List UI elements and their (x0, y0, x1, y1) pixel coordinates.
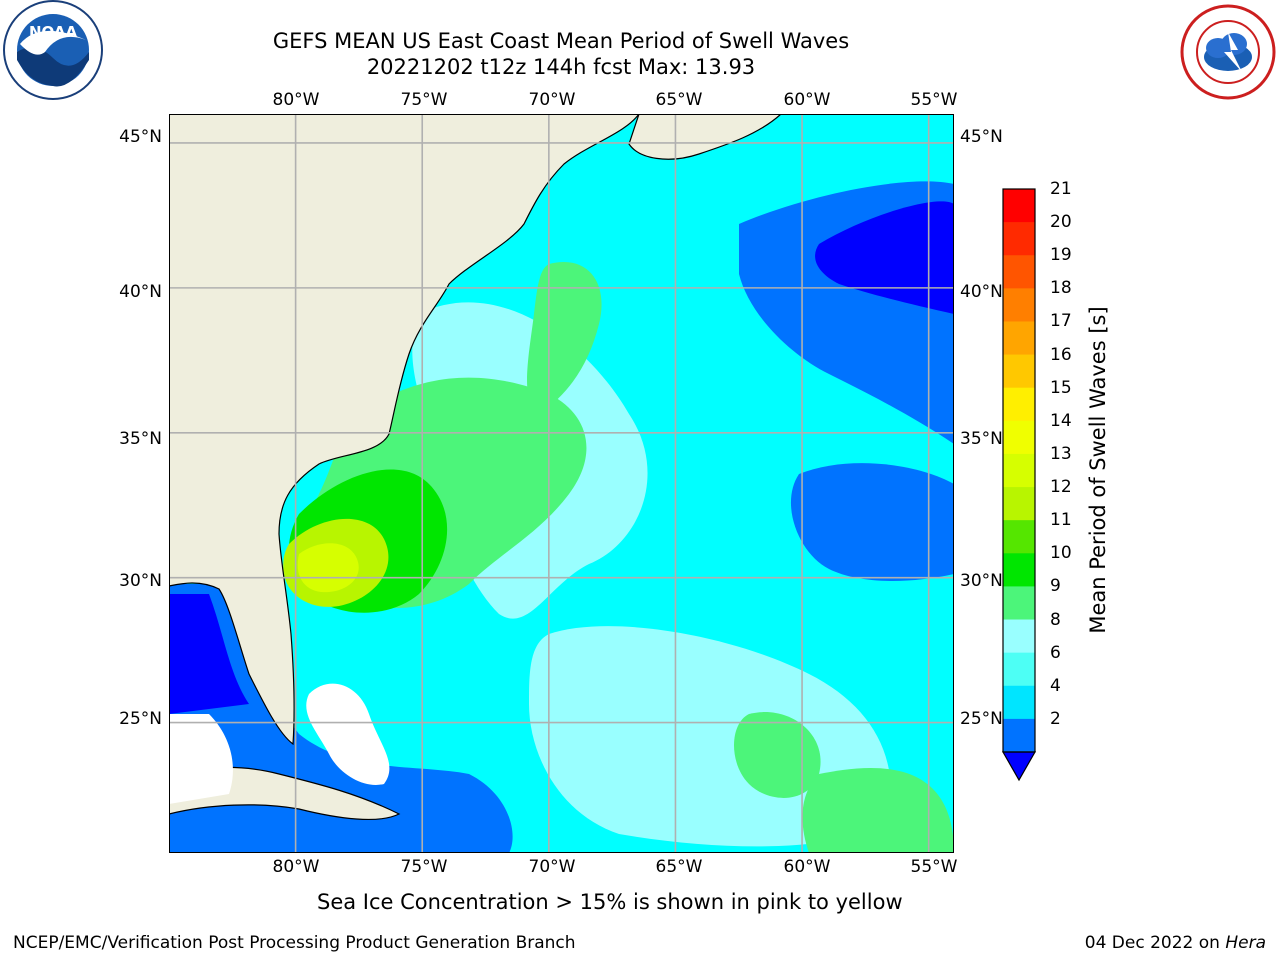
colorbar-tick-label: 6 (1050, 642, 1061, 663)
colorbar-outline (1002, 188, 1036, 753)
lat-tick-left-30n: 30°N (119, 571, 162, 591)
colorbar-block (1003, 288, 1035, 322)
colorbar-block (1003, 718, 1035, 753)
colorbar-block (1003, 354, 1035, 389)
colorbar-block (1003, 255, 1035, 289)
footer-branch: NCEP/EMC/Verification Post Processing Pr… (13, 933, 576, 953)
lon-tick-top-55w: 55°W (910, 90, 958, 110)
colorbar-tick-label: 13 (1050, 443, 1072, 464)
lat-tick-left-45n: 45°N (119, 127, 162, 147)
colorbar-block (1003, 619, 1035, 654)
lon-tick-top-70w: 70°W (528, 90, 576, 110)
masked-area-gulf (169, 714, 233, 804)
colorbar-block (1003, 420, 1035, 455)
colorbar-extend-arrow (1001, 751, 1037, 782)
sea-ice-note: Sea Ice Concentration > 15% is shown in … (317, 890, 903, 914)
chart-subtitle: 20221202 t12z 144h fcst Max: 13.93 (366, 55, 756, 79)
contour-2-gulf (169, 594, 249, 714)
graticule (169, 114, 954, 853)
lon-tick-bottom-75w: 75°W (400, 857, 448, 877)
colorbar-tick-label: 14 (1050, 410, 1072, 431)
colorbar-block (1003, 189, 1035, 223)
lon-tick-bottom-55w: 55°W (910, 857, 958, 877)
colorbar-tick-label: 20 (1050, 212, 1072, 233)
colorbar-tick-labels: 21 20 19 18 17 16 15 14 13 12 11 10 9 8 6 4 2 (1050, 179, 1090, 770)
colorbar-tick-label: 10 (1050, 543, 1072, 564)
lon-tick-top-60w: 60°W (783, 90, 831, 110)
lat-tick-right-30n: 30°N (960, 571, 1003, 591)
colorbar-block (1003, 453, 1035, 488)
lat-tick-right-25n: 25°N (960, 709, 1003, 729)
colorbar (1001, 188, 1037, 782)
colorbar-tick-label: 12 (1050, 477, 1072, 498)
lon-tick-bottom-80w: 80°W (272, 857, 320, 877)
colorbar-tick-label: 9 (1050, 576, 1061, 597)
lon-tick-top-65w: 65°W (655, 90, 703, 110)
colorbar-tick-label: 4 (1050, 675, 1061, 696)
land-nova-scotia (628, 114, 782, 160)
contour-12-13 (297, 543, 359, 593)
contour-2-ne (815, 201, 954, 314)
lon-tick-bottom-65w: 65°W (655, 857, 703, 877)
colorbar-block (1003, 222, 1035, 256)
colorbar-block (1003, 553, 1035, 587)
contour-9-10-north (527, 262, 602, 414)
footer-date: 04 Dec 2022 on Hera (1085, 933, 1266, 953)
colorbar-tick-label: 16 (1050, 344, 1072, 365)
lat-tick-right-35n: 35°N (960, 429, 1003, 449)
contour-9-10-corner (802, 767, 954, 853)
colorbar-block (1003, 321, 1035, 356)
lon-tick-bottom-60w: 60°W (783, 857, 831, 877)
masked-area (306, 683, 390, 785)
map-svg (169, 114, 954, 853)
colorbar-tick-label: 18 (1050, 278, 1072, 299)
footer-machine: Hera (1225, 933, 1266, 953)
colorbar-block (1003, 685, 1035, 720)
lat-tick-left-40n: 40°N (119, 282, 162, 302)
nws-logo-icon (1180, 4, 1276, 100)
lon-tick-bottom-70w: 70°W (528, 857, 576, 877)
colorbar-block (1003, 586, 1035, 621)
footer-date-text: 04 Dec 2022 on (1084, 933, 1226, 953)
noaa-logo-text: NOAA (29, 23, 78, 41)
land-us-east (169, 114, 640, 746)
colorbar-block (1003, 520, 1035, 554)
lat-tick-left-25n: 25°N (119, 709, 162, 729)
colorbar-block (1003, 387, 1035, 422)
contour-4-6-e (790, 463, 954, 581)
contour-9-10-se (734, 712, 821, 798)
colorbar-tick-label: 8 (1050, 609, 1061, 630)
colorbar-tick-label: 19 (1050, 245, 1072, 266)
colorbar-tick-label: 17 (1050, 311, 1072, 332)
colorbar-label: Mean Period of Swell Waves [s] (1086, 306, 1110, 634)
lon-tick-top-80w: 80°W (272, 90, 320, 110)
lat-tick-right-40n: 40°N (960, 282, 1003, 302)
colorbar-tick-label: 15 (1050, 377, 1072, 398)
chart-title: GEFS MEAN US East Coast Mean Period of S… (272, 29, 850, 53)
map-area (169, 114, 954, 853)
colorbar-tick-label: 2 (1050, 708, 1061, 729)
colorbar-block (1003, 652, 1035, 687)
noaa-logo-icon: NOAA (3, 0, 103, 100)
colorbar-block (1003, 487, 1035, 521)
colorbar-tick-label: 21 (1050, 179, 1072, 199)
colorbar-tick-label: 11 (1050, 510, 1072, 531)
lat-tick-right-45n: 45°N (960, 127, 1003, 147)
lat-tick-left-35n: 35°N (119, 429, 162, 449)
lon-tick-top-75w: 75°W (400, 90, 448, 110)
